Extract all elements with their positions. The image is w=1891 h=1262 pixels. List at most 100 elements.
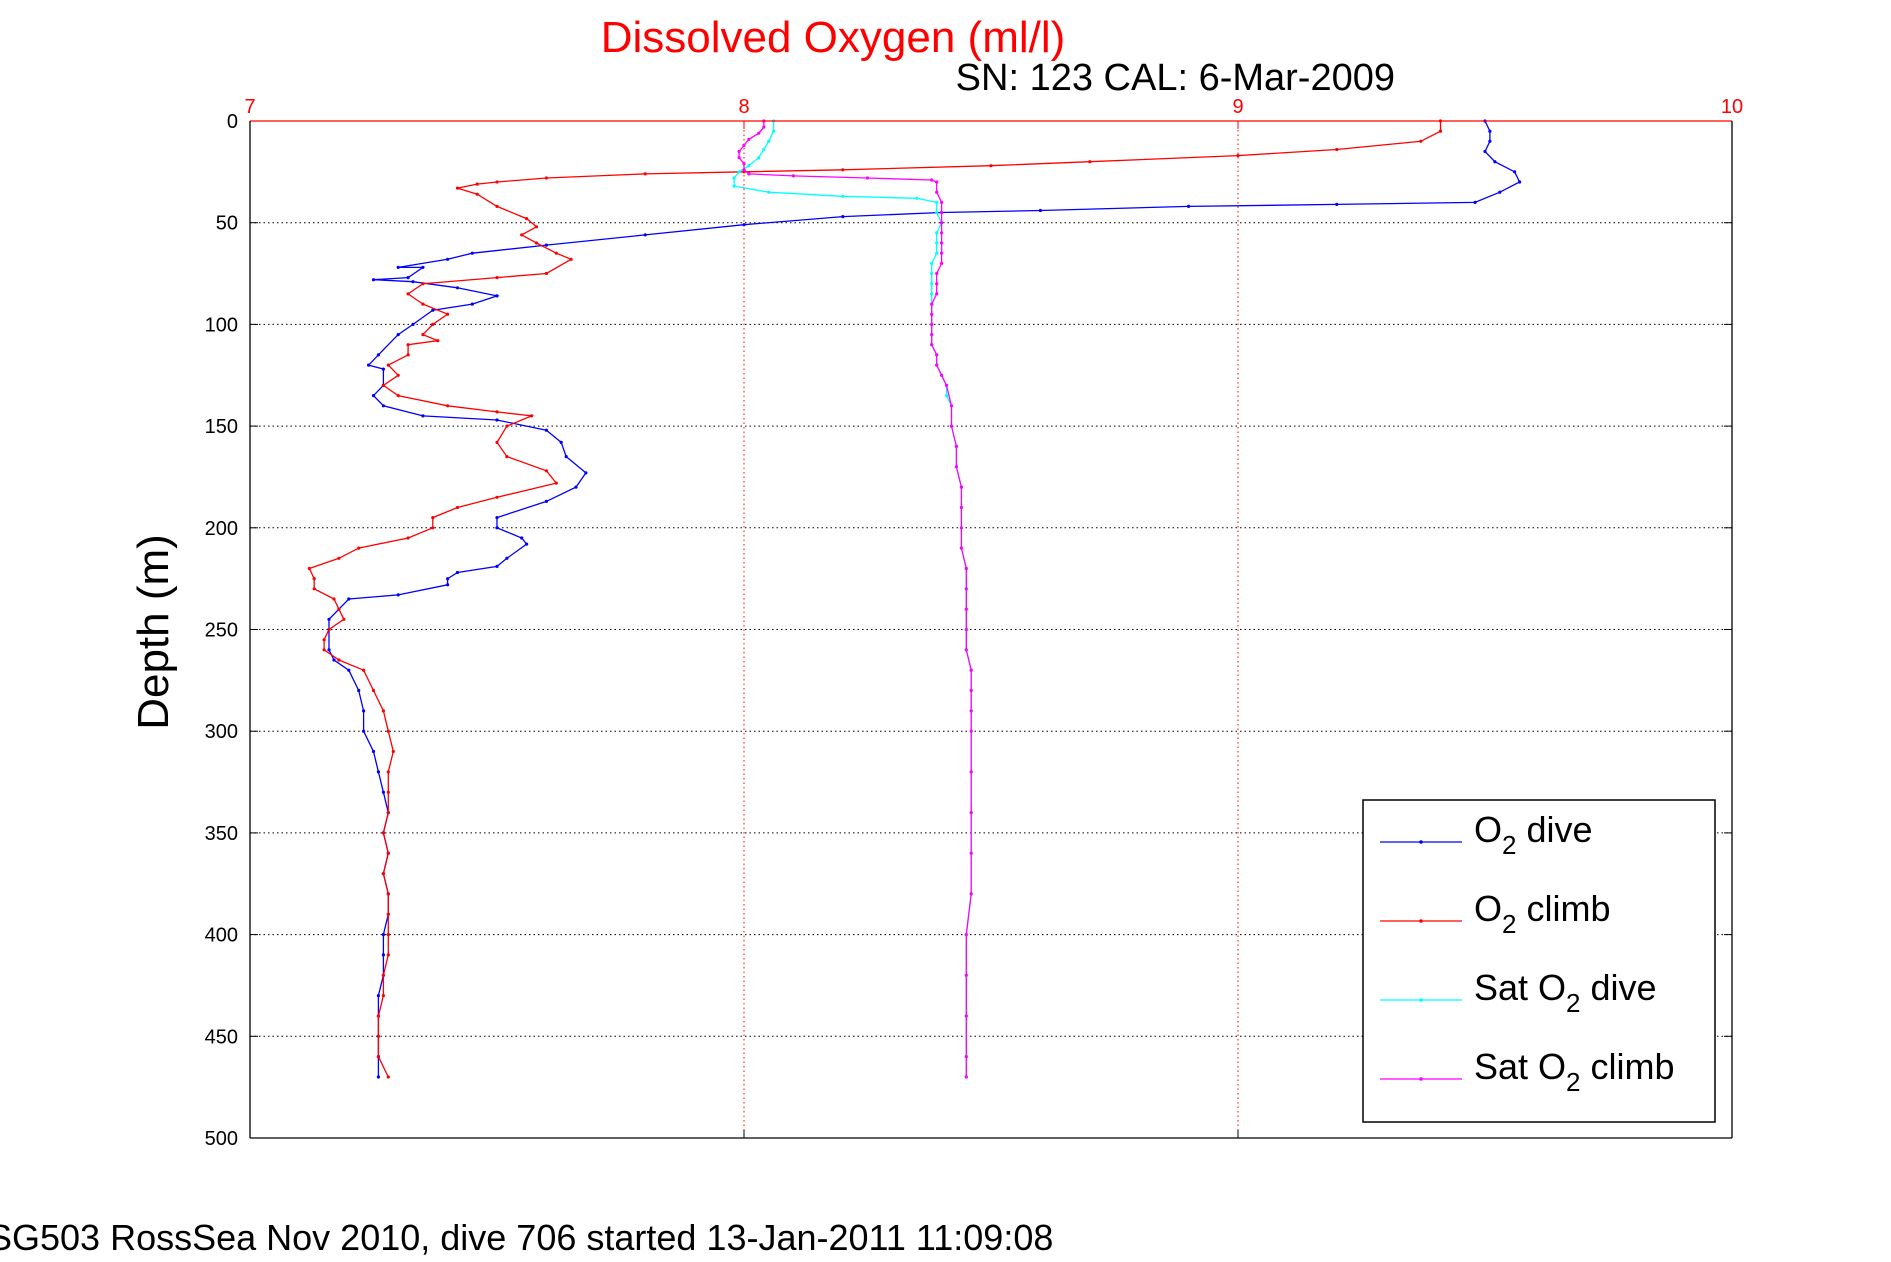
data-point <box>436 339 440 343</box>
data-point <box>421 265 425 269</box>
legend-entry: Sat O2 climb <box>1380 1046 1675 1097</box>
legend-label: Sat O2 climb <box>1474 1046 1675 1097</box>
data-point <box>381 367 385 371</box>
data-point <box>935 210 939 215</box>
data-point <box>322 648 326 652</box>
data-point <box>757 131 761 135</box>
data-point <box>381 404 385 408</box>
y-tick-label: 300 <box>205 721 238 743</box>
data-point <box>935 190 939 194</box>
data-point <box>969 811 973 815</box>
data-point <box>525 542 529 546</box>
data-point <box>446 257 450 261</box>
data-point <box>643 172 647 176</box>
data-point <box>1419 139 1423 143</box>
data-point <box>742 168 746 172</box>
data-point <box>505 455 509 459</box>
data-point <box>362 729 366 733</box>
data-point <box>396 265 400 269</box>
data-point <box>362 709 366 713</box>
data-point <box>421 333 425 337</box>
data-point <box>940 261 944 265</box>
data-point <box>969 668 973 672</box>
data-point <box>930 261 934 265</box>
data-point <box>411 322 415 326</box>
legend-label: O2 climb <box>1474 888 1611 939</box>
data-point <box>337 658 341 662</box>
data-point <box>1493 160 1497 164</box>
data-point <box>935 180 939 184</box>
data-point <box>495 294 499 298</box>
data-point <box>530 414 534 418</box>
data-point <box>964 1055 968 1059</box>
data-point <box>312 577 316 581</box>
data-point <box>935 231 939 235</box>
data-point <box>332 597 336 601</box>
data-point <box>431 526 435 530</box>
data-point <box>915 196 919 200</box>
data-point <box>396 373 400 377</box>
data-point <box>357 688 361 693</box>
series-sat-o2-climb <box>737 119 973 1079</box>
data-series <box>307 119 1522 1079</box>
legend-swatch-marker <box>1419 919 1423 923</box>
data-point <box>386 912 390 916</box>
data-point <box>1513 170 1517 174</box>
y-tick-label: 200 <box>205 518 238 540</box>
legend-entry: Sat O2 dive <box>1380 967 1657 1018</box>
legend-swatch-marker <box>1419 1077 1423 1081</box>
data-point <box>944 394 949 398</box>
data-point <box>969 729 973 733</box>
data-point <box>386 892 390 896</box>
data-point <box>381 953 385 957</box>
data-point <box>544 176 549 180</box>
data-point <box>475 192 479 196</box>
data-point <box>959 526 964 530</box>
chart-subtitle: SN: 123 CAL: 6-Mar-2009 <box>956 57 1395 99</box>
data-point <box>930 343 934 347</box>
legend-swatch-marker <box>1419 998 1423 1002</box>
data-point <box>446 577 450 581</box>
data-point <box>446 312 450 316</box>
y-tick-label: 450 <box>205 1026 238 1048</box>
data-point <box>371 688 376 693</box>
data-point <box>495 204 499 208</box>
data-point <box>747 172 751 176</box>
data-point <box>737 149 741 154</box>
data-point <box>930 302 934 306</box>
data-point <box>1088 160 1092 164</box>
data-point <box>391 749 395 754</box>
data-point <box>737 170 741 174</box>
data-point <box>554 251 558 255</box>
y-tick-label: 150 <box>205 416 238 438</box>
data-point <box>935 353 939 357</box>
data-point <box>386 770 390 774</box>
data-point <box>337 556 341 560</box>
data-point <box>381 831 385 835</box>
data-point <box>954 444 959 448</box>
y-axis-label: Depth (m) <box>129 534 178 730</box>
footer-caption: SG503 RossSea Nov 2010, dive 706 started… <box>0 1217 1053 1258</box>
data-point <box>381 872 385 876</box>
data-point <box>475 182 479 186</box>
data-point <box>406 536 410 540</box>
data-point <box>386 363 390 367</box>
data-point <box>1236 154 1240 158</box>
data-point <box>841 194 845 198</box>
data-point <box>1488 129 1492 133</box>
data-point <box>312 587 316 591</box>
data-point <box>371 278 376 282</box>
data-point <box>762 125 766 129</box>
legend-entry: O2 dive <box>1380 809 1593 860</box>
x-tick-label: 8 <box>738 96 749 118</box>
data-point <box>381 973 385 977</box>
data-point <box>421 302 425 306</box>
series-o2-dive <box>327 119 1522 1079</box>
data-point <box>347 597 351 601</box>
data-point <box>1498 190 1502 194</box>
series-line <box>733 121 972 1077</box>
data-point <box>841 168 845 172</box>
data-point <box>935 271 939 276</box>
data-point <box>421 414 425 418</box>
